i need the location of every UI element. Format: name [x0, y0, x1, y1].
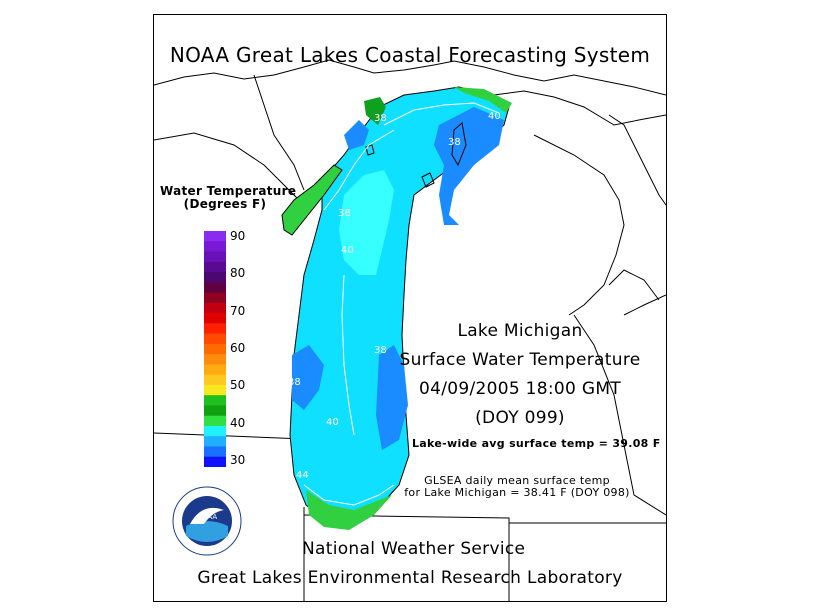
- lake-doy: (DOY 099): [475, 408, 565, 428]
- traverse-peninsula: [451, 122, 467, 167]
- lake-green-south: [306, 490, 392, 530]
- isotherm-contours: [303, 102, 500, 506]
- legend-color-bar: [204, 231, 226, 467]
- legend-tick-80: 80: [230, 266, 246, 281]
- contour-label-38-north: 38: [374, 113, 387, 124]
- legend-band: [204, 282, 226, 294]
- glsea-line2: for Lake Michigan = 38.41 F (DOY 098): [404, 486, 630, 499]
- legend-title-line1: Water Temperature: [160, 184, 297, 198]
- legend-title-line2: (Degrees F): [183, 197, 267, 211]
- legend-band: [204, 374, 226, 386]
- legend-tick-70: 70: [230, 303, 246, 318]
- lake-datetime: 04/09/2005 18:00 GMT: [418, 379, 621, 399]
- legend-band: [204, 302, 226, 314]
- legend-title: Water Temperature (Degrees F): [160, 184, 297, 211]
- legend-band: [204, 405, 226, 417]
- contour-40-north: [383, 102, 500, 126]
- legend-band: [204, 436, 226, 447]
- thumb-coast: [623, 294, 666, 316]
- legend-band: [204, 261, 226, 273]
- lake-info: Lake Michigan Surface Water Temperature …: [380, 317, 660, 433]
- state-border-north: [253, 74, 305, 191]
- legend-band: [204, 292, 226, 304]
- legend-band: [204, 251, 226, 263]
- lake-blue-west: [292, 345, 324, 410]
- contour-label-38-east: 38: [374, 345, 387, 356]
- wi-border: [154, 132, 305, 206]
- contour-40-mid: [341, 274, 355, 436]
- glsea-info: GLSEA daily mean surface temp for Lake M…: [392, 475, 642, 499]
- lake-subtitle: Surface Water Temperature: [399, 350, 641, 370]
- legend-band: [204, 354, 226, 365]
- in-mi-border: [303, 514, 510, 601]
- contour-label-40-north: 40: [488, 111, 501, 122]
- lake-surface: [281, 86, 512, 530]
- legend-band: [204, 415, 226, 427]
- glsea-line1: GLSEA daily mean surface temp: [424, 474, 610, 487]
- lake-blue-north: [344, 120, 369, 150]
- lake-michigan-map: [154, 59, 666, 601]
- logo-bird: [190, 507, 224, 524]
- legend-band: [204, 231, 226, 242]
- legend-band: [204, 384, 226, 396]
- green-bay: [281, 164, 343, 236]
- legend-tick-50: 50: [230, 378, 246, 393]
- contour-label-40-south: 40: [326, 417, 339, 428]
- legend-band: [204, 425, 226, 437]
- legend-band: [204, 395, 226, 406]
- legend-band: [204, 323, 226, 335]
- il-border-horizontal: [154, 432, 305, 440]
- logo-text: NOAA: [197, 513, 218, 521]
- legend-tick-40: 40: [230, 415, 246, 430]
- glerl-label: Great Lakes Environmental Research Labor…: [197, 568, 623, 588]
- legend-band: [204, 333, 226, 345]
- legend-band: [204, 456, 226, 467]
- logo-wave: [186, 521, 228, 542]
- nws-label: National Weather Service: [302, 539, 526, 559]
- beaver-island: [421, 172, 435, 188]
- contour-label-44-south: 44: [296, 470, 309, 481]
- huron-shore: [608, 114, 666, 206]
- legend-band: [204, 343, 226, 355]
- contour-label-38-bay: 38: [448, 137, 461, 148]
- lake-green-north: [454, 87, 512, 113]
- lake-light-region: [339, 170, 394, 275]
- upper-peninsula-coast: [493, 90, 666, 126]
- north-island: [365, 144, 375, 156]
- legend-band: [204, 446, 226, 458]
- lake-blue-east: [376, 345, 408, 450]
- land-borders: [154, 59, 666, 601]
- page-title: NOAA Great Lakes Coastal Forecasting Sys…: [169, 43, 651, 67]
- contour-label-38-sw: 38: [288, 377, 301, 388]
- legend-band: [204, 364, 226, 376]
- legend-tick-30: 30: [230, 453, 246, 467]
- legend-band: [204, 272, 226, 283]
- contour-38-west: [323, 129, 395, 211]
- avg-temp: Lake-wide avg surface temp = 39.08 F: [412, 437, 661, 450]
- map-frame: 40 38 38 38 40 38 40 38 44 NOAA Great La…: [153, 14, 667, 602]
- noaa-logo-icon: NOAA: [172, 486, 242, 556]
- lake-green-nw: [364, 97, 386, 125]
- michigan-interior-border: [573, 314, 666, 516]
- saginaw-bay: [608, 269, 660, 301]
- legend-band: [204, 241, 226, 253]
- lake-name: Lake Michigan: [457, 321, 583, 341]
- contour-south: [303, 484, 395, 506]
- legend-tick-60: 60: [230, 341, 246, 355]
- northern-shoreline: [154, 59, 666, 96]
- legend-band: [204, 313, 226, 324]
- legend-tick-90: 90: [230, 229, 246, 243]
- contour-label-38-west: 38: [338, 208, 351, 219]
- contour-label-40-mid: 40: [341, 245, 354, 256]
- lake-blue-ne: [434, 107, 504, 225]
- mitten-east-coast: [533, 134, 625, 316]
